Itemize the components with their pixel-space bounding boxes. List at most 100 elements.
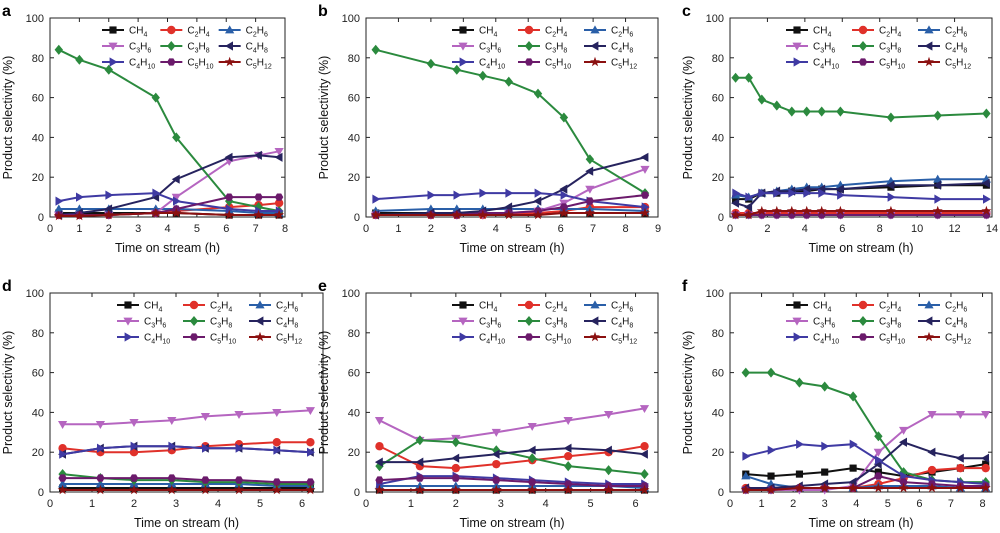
data-point xyxy=(955,482,966,493)
legend-entry: C3​H8​ xyxy=(852,41,901,55)
legend-label: C5​H12​ xyxy=(611,58,637,71)
data-point xyxy=(415,435,425,446)
legend-label: C2​H4​ xyxy=(545,301,567,314)
legend-marker xyxy=(924,25,934,34)
data-point xyxy=(271,484,282,495)
data-point xyxy=(54,204,64,213)
legend-label: C4​H8​ xyxy=(945,317,967,330)
y-tick-label: 40 xyxy=(712,407,724,419)
panel-label: d xyxy=(2,278,12,295)
x-tick-label: 0 xyxy=(363,498,369,510)
data-point xyxy=(899,426,909,435)
x-tick-label: 5 xyxy=(525,223,531,235)
x-tick-label: 6 xyxy=(558,223,564,235)
data-point xyxy=(836,106,845,117)
legend-label: C2​H6​ xyxy=(246,26,268,39)
legend-marker xyxy=(858,58,868,66)
data-point xyxy=(563,417,573,425)
legend-label: CH4​ xyxy=(813,301,831,314)
data-point xyxy=(731,198,739,208)
legend: CH4​ C2​H4​ C2​H6​ C3​H6​ C3​H8​ C4​H8​ C4​H10… xyxy=(786,300,971,346)
legend-marker xyxy=(524,316,534,326)
data-point xyxy=(927,411,937,419)
legend-marker xyxy=(459,57,468,67)
x-axis-title: Time on stream (h) xyxy=(808,241,913,255)
panel-label: e xyxy=(318,278,327,295)
legend-label: C5​H12​ xyxy=(246,58,272,71)
data-point xyxy=(898,482,909,493)
data-point xyxy=(927,447,936,457)
data-point xyxy=(875,455,883,465)
data-point xyxy=(478,70,487,81)
x-tick-label: 0 xyxy=(47,223,53,235)
panel-b: b 0 20 40 60 80 100 0 1 2 3 4 5 6 7 8 9 Time on stream (h… xyxy=(317,3,661,255)
legend-entry: C3​H6​ xyxy=(786,42,835,55)
legend-marker xyxy=(524,58,534,66)
series-line xyxy=(379,445,645,470)
data-point xyxy=(55,196,64,206)
data-point xyxy=(980,482,991,493)
data-point xyxy=(849,439,858,449)
data-point xyxy=(981,463,990,473)
series-line xyxy=(379,477,645,487)
legend-marker xyxy=(524,41,534,51)
data-point xyxy=(732,195,740,203)
data-point xyxy=(887,192,896,202)
data-point xyxy=(741,367,750,378)
data-point xyxy=(504,202,513,212)
data-point xyxy=(848,391,858,402)
legend-label: C3​H6​ xyxy=(144,317,166,330)
y-tick-label: 20 xyxy=(712,447,724,459)
data-point xyxy=(640,165,650,174)
data-point xyxy=(274,193,284,201)
data-point xyxy=(732,188,741,198)
data-point xyxy=(150,207,161,218)
x-tick-label: 5 xyxy=(194,223,200,235)
x-tick-label: 1 xyxy=(408,498,414,510)
data-point xyxy=(415,474,425,482)
plot-frame xyxy=(365,292,659,493)
data-point xyxy=(640,152,649,162)
series-line xyxy=(62,445,311,456)
data-point xyxy=(802,106,811,117)
x-tick-label: 12 xyxy=(948,223,960,235)
data-point xyxy=(837,190,845,200)
legend-label: C2​H6​ xyxy=(611,301,633,314)
data-point xyxy=(274,152,283,162)
data-point xyxy=(983,194,991,204)
series-line xyxy=(745,443,986,485)
data-point xyxy=(272,478,281,486)
legend-marker xyxy=(524,333,534,341)
data-point xyxy=(886,112,896,123)
series-C5H12 xyxy=(57,484,316,495)
legend-label: C5​H12​ xyxy=(611,333,637,346)
data-point xyxy=(801,205,812,216)
data-point xyxy=(766,484,776,495)
data-point xyxy=(375,442,384,451)
data-point xyxy=(225,196,234,207)
data-point xyxy=(981,411,991,419)
data-point xyxy=(58,421,68,429)
y-tick-label: 60 xyxy=(32,368,44,380)
legend-label: C3​H8​ xyxy=(210,317,232,330)
x-tick-label: 2 xyxy=(453,498,459,510)
x-tick-label: 4 xyxy=(853,498,859,510)
series-line xyxy=(58,208,280,214)
data-point xyxy=(835,184,844,194)
data-point xyxy=(934,194,943,204)
data-point xyxy=(173,196,181,206)
legend-marker xyxy=(459,332,468,342)
legend-label: C3​H6​ xyxy=(479,42,501,55)
x-tick-label: 7 xyxy=(590,223,596,235)
legend-entry: C4​H10​ xyxy=(102,57,155,71)
panel-f: f 0 20 40 60 80 100 0 1 2 3 4 5 6 7 8 Time on stream (h)… xyxy=(681,278,993,530)
x-tick-label: 7 xyxy=(253,223,259,235)
legend-marker xyxy=(858,25,868,35)
data-point xyxy=(640,469,649,480)
data-point xyxy=(640,207,650,218)
data-point xyxy=(234,484,244,495)
data-point xyxy=(772,100,781,111)
x-tick-label: 3 xyxy=(173,498,179,510)
y-tick-label: 80 xyxy=(348,53,360,65)
